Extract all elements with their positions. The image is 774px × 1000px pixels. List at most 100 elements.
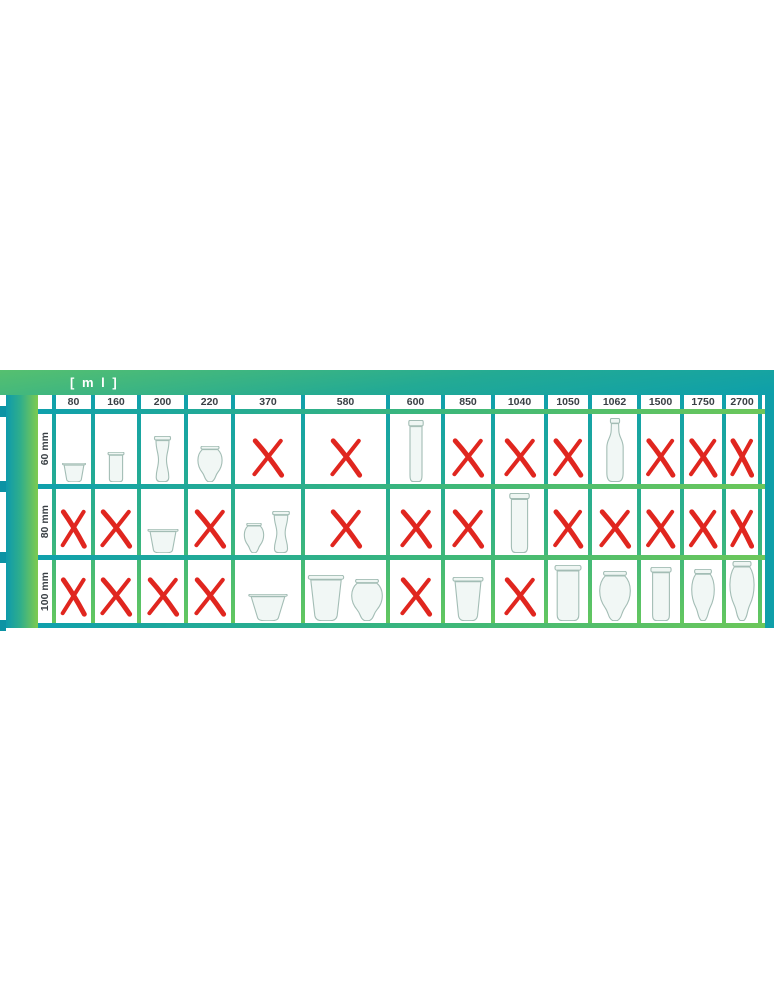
grid-line-stub [0,620,6,631]
not-available-x-icon [598,509,632,549]
not-available-x-icon [60,509,87,549]
row-label: 100 mm [38,560,52,623]
jar-icon-bottle [603,418,627,482]
not-available-x-icon [688,509,718,549]
column-header: 600 [406,396,425,408]
jar-icon-hourglass [150,436,175,482]
table-cell [390,560,441,623]
jar-icon-tulip [596,571,634,621]
column-header: 850 [459,396,477,408]
grid-vertical-line [52,395,56,628]
grid-vertical-line [491,395,495,628]
jar-icon-hourglass [268,511,294,553]
table-cell [592,414,637,484]
not-available-x-icon [451,509,485,549]
table-cell [141,560,184,623]
column-header: 1050 [556,396,580,408]
row-label-text: 60 mm [39,432,51,466]
table-cell [95,414,137,484]
jar-icon-mold [146,529,180,553]
table-cell [726,560,758,623]
grid-vertical-line [680,395,684,628]
jar-icon-tulip [195,446,225,482]
row-label: 60 mm [38,414,52,484]
table-cell [495,489,544,555]
jar-icon-tulip [727,561,757,621]
table-cell [188,414,231,484]
unit-banner-label: [ m l ] [70,375,119,390]
table-cell [641,560,680,623]
grid-vertical-line [91,395,95,628]
jar-icon-mold [61,463,87,482]
not-available-x-icon [451,438,485,478]
not-available-x-icon [99,509,133,549]
not-available-x-icon [503,577,537,617]
column-header: 1062 [602,396,627,408]
grid-vertical-line [441,395,445,628]
table-cell [56,414,91,484]
jar-icon-mold [451,577,485,621]
jar-icon-tulip [348,579,386,621]
table-cell [305,414,386,484]
grid-vertical-line [758,395,762,628]
not-available-x-icon [193,509,227,549]
column-header: 200 [153,396,172,408]
table-cell [684,414,722,484]
table-cell [548,414,588,484]
not-available-x-icon [645,509,676,549]
not-available-x-icon [146,577,180,617]
grid-vertical-line [722,395,726,628]
not-available-x-icon [645,438,676,478]
not-available-x-icon [552,438,584,478]
table-cell [390,414,441,484]
unit-banner: [ m l ] [0,370,774,395]
column-header: 580 [336,396,355,408]
table-cell [390,489,441,555]
table-cell [592,489,637,555]
grid-vertical-line [231,395,235,628]
table-cell [56,489,91,555]
column-header: 220 [200,396,219,408]
jar-icon-cylinder [550,565,586,621]
not-available-x-icon [399,577,433,617]
table-cell [235,414,301,484]
row-label-text: 80 mm [39,505,51,539]
table-cell [641,489,680,555]
grid-vertical-line [184,395,188,628]
jar-icon-tulip [242,523,266,553]
column-header: 160 [107,396,125,408]
table-cell [305,560,386,623]
column-header: 1500 [648,396,673,408]
table-cell [445,489,491,555]
table-cell [95,560,137,623]
grid-vertical-line [588,395,592,628]
not-available-x-icon [99,577,133,617]
jar-icon-cylinder [647,567,675,621]
table-cell [188,489,231,555]
table-cell [684,489,722,555]
grid-line-stub [0,481,6,492]
table-cell [141,414,184,484]
grid-vertical-line [386,395,390,628]
not-available-x-icon [251,438,285,478]
jar-icon-tulip [689,569,717,621]
table-cell [305,489,386,555]
grid-vertical-line [637,395,641,628]
not-available-x-icon [688,438,718,478]
grid-horizontal-line [38,623,765,628]
column-header: 2700 [730,396,754,408]
table-cell [445,560,491,623]
jar-icon-cylinder [406,420,426,482]
table-cell [188,560,231,623]
column-header: 370 [259,396,277,408]
not-available-x-icon [730,509,754,549]
table-cell [141,489,184,555]
table-cell [56,560,91,623]
table-cell [548,560,588,623]
not-available-x-icon [329,438,363,478]
grid-horizontal-line [38,555,765,560]
grid-vertical-line [544,395,548,628]
not-available-x-icon [193,577,227,617]
not-available-x-icon [552,509,584,549]
table-cell [548,489,588,555]
